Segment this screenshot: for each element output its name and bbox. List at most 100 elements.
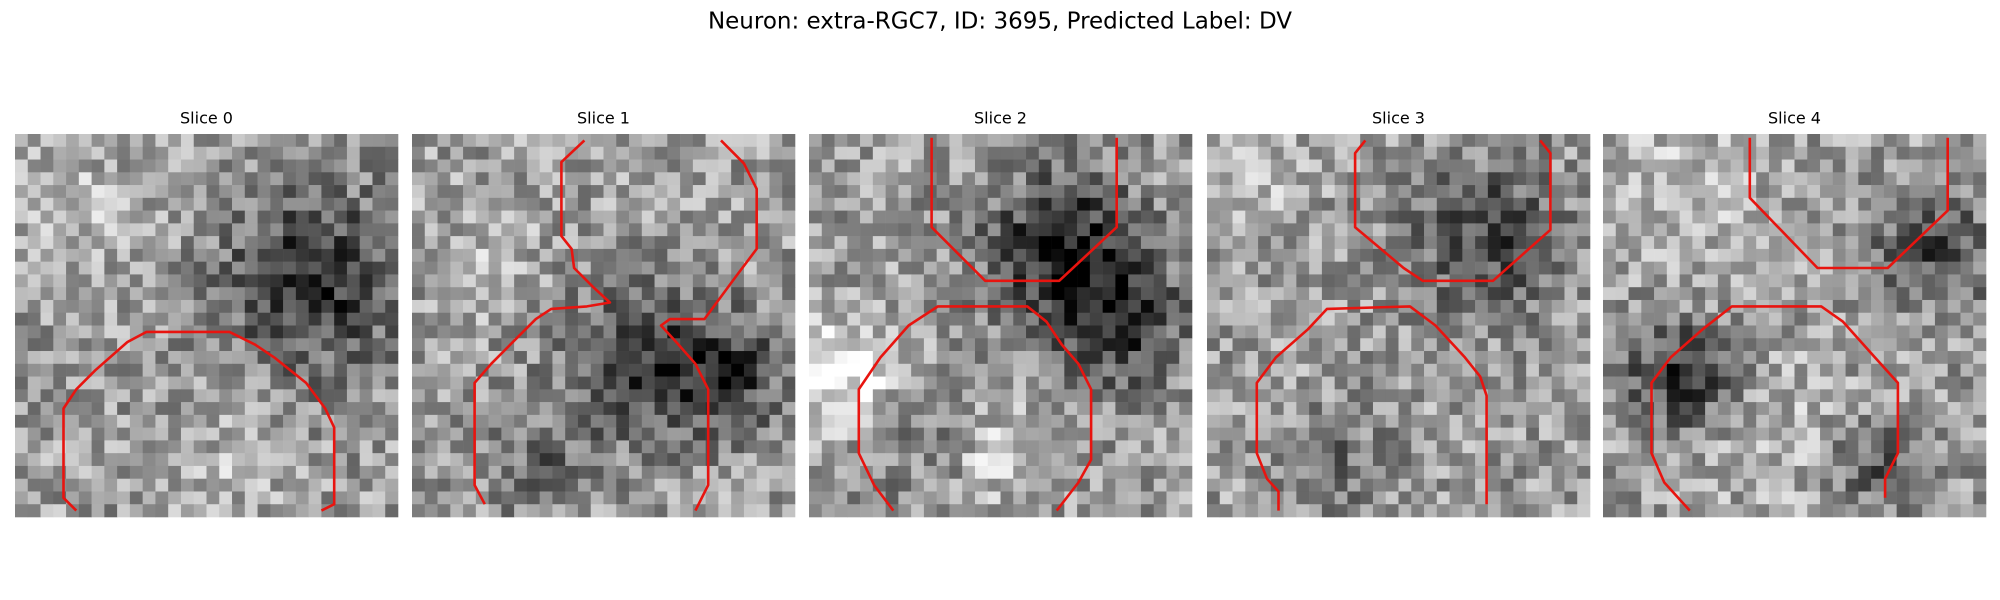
pixel [1064, 465, 1078, 479]
pixel [1102, 236, 1116, 250]
pixel [450, 402, 464, 416]
pixel [718, 134, 732, 148]
pixel [1179, 159, 1193, 173]
pixel [372, 159, 386, 173]
pixel [295, 351, 309, 365]
pixel [437, 287, 451, 301]
pixel [244, 402, 258, 416]
pixel [1372, 338, 1387, 352]
pixel [180, 465, 195, 479]
pixel [847, 210, 861, 224]
pixel [1232, 478, 1246, 492]
pixel [641, 325, 655, 339]
pixel [1781, 146, 1795, 160]
pixel [1871, 504, 1885, 518]
pixel [1398, 351, 1412, 365]
pixel [923, 376, 937, 390]
pixel [616, 236, 630, 250]
pixel [1705, 427, 1719, 441]
pixel [1232, 491, 1246, 505]
pixel [539, 363, 553, 377]
pixel [1858, 478, 1872, 492]
pixel [1296, 248, 1310, 262]
pixel [463, 376, 477, 390]
pixel [654, 402, 668, 416]
pixel [1615, 248, 1629, 262]
pixel [1883, 261, 1897, 275]
pixel [1245, 299, 1259, 314]
pixel [334, 312, 348, 326]
pixel [15, 172, 29, 186]
pixel [1424, 338, 1438, 352]
pixel [1475, 504, 1489, 518]
pixel [898, 223, 912, 237]
pixel [1756, 414, 1770, 428]
pixel [1883, 504, 1897, 518]
pixel [78, 453, 92, 467]
pixel [346, 172, 360, 186]
pixel [1832, 134, 1846, 148]
pixel [1794, 338, 1808, 352]
pixel [962, 185, 976, 199]
pixel [117, 453, 131, 467]
pixel [1077, 427, 1091, 441]
pixel [1077, 325, 1091, 339]
pixel [1013, 236, 1027, 250]
pixel [539, 172, 553, 186]
pixel [1845, 478, 1859, 492]
pixel [1679, 351, 1693, 365]
pixel [1845, 312, 1859, 326]
pixel [782, 146, 796, 160]
pixel [987, 427, 1001, 441]
pixel [78, 491, 92, 505]
pixel [1179, 146, 1193, 160]
pixel [539, 351, 553, 365]
pixel [974, 491, 989, 505]
pixel [1551, 312, 1565, 326]
pixel [860, 478, 874, 492]
pixel [1513, 491, 1527, 505]
pixel [577, 440, 592, 454]
pixel [155, 248, 169, 262]
pixel [718, 351, 732, 365]
pixel [756, 414, 770, 428]
pixel [155, 274, 169, 288]
pixel [1140, 312, 1154, 326]
pixel [911, 402, 925, 416]
pixel [1385, 351, 1399, 365]
pixel [731, 402, 745, 416]
pixel [244, 312, 258, 326]
pixel [1947, 299, 1961, 314]
pixel [1296, 504, 1310, 518]
pixel [40, 465, 54, 479]
pixel [1666, 287, 1680, 301]
pixel [334, 185, 348, 199]
pixel [1832, 185, 1846, 199]
pixel [1896, 325, 1910, 339]
pixel [962, 478, 976, 492]
pixel [1411, 478, 1425, 492]
pixel [359, 465, 373, 479]
pixel [1270, 134, 1284, 148]
pixel [91, 312, 105, 326]
pixel [705, 248, 719, 262]
pixel [334, 197, 348, 211]
pixel [1347, 299, 1361, 314]
pixel [1628, 376, 1642, 390]
pixel [372, 185, 386, 199]
pixel [450, 185, 464, 199]
pixel [155, 351, 169, 365]
pixel [1449, 389, 1463, 403]
pixel [1153, 363, 1167, 377]
pixel [603, 172, 617, 186]
pixel [450, 159, 464, 173]
pixel [936, 248, 950, 262]
pixel [1385, 312, 1399, 326]
pixel [1551, 236, 1565, 250]
pixel [1526, 185, 1540, 199]
pixel [1102, 185, 1116, 199]
pixel [437, 478, 451, 492]
pixel [1372, 223, 1387, 237]
pixel [1717, 236, 1731, 250]
pixel [1603, 236, 1617, 250]
